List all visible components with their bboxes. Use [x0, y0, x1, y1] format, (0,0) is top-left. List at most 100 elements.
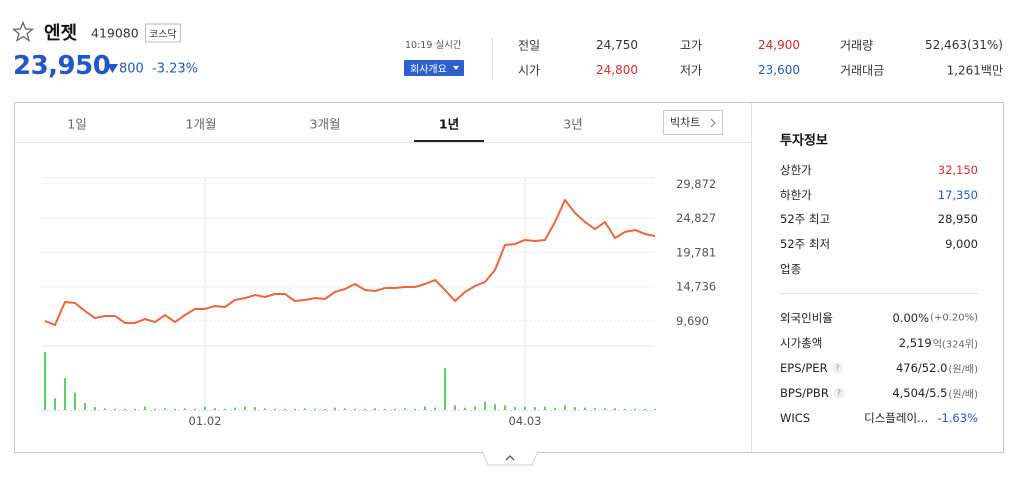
volume-bar — [454, 405, 456, 410]
current-price: 23,950 — [13, 51, 111, 81]
info-label: 52주 최고 — [780, 212, 831, 226]
info-value: 28,950 — [937, 212, 978, 226]
volume-bar — [74, 392, 76, 410]
volume-bar — [274, 408, 276, 410]
price-change: 800 — [119, 61, 144, 77]
volume-bar — [234, 407, 236, 410]
change-rate: -3.23% — [152, 61, 198, 77]
volume-bar — [304, 408, 306, 410]
info-value: 2,519 — [898, 336, 932, 350]
info-value: 17,350 — [937, 188, 978, 202]
volume-bar — [414, 408, 416, 410]
info-label: 외국인비율 — [780, 311, 833, 325]
quote-label: 시가 — [518, 63, 541, 78]
y-tick-label: 24,827 — [676, 211, 716, 225]
volume-bar — [494, 404, 496, 410]
divider — [492, 38, 493, 80]
volume-bar — [214, 408, 216, 410]
info-label: 상한가 — [780, 163, 812, 177]
volume-bar — [344, 408, 346, 410]
tab-divider — [15, 142, 751, 143]
volume-bar — [474, 406, 476, 410]
dropdown-caret — [453, 66, 459, 70]
info-label: 업종 — [780, 262, 802, 276]
volume-bar — [514, 407, 516, 410]
volume-bar — [504, 405, 506, 410]
volume-bar — [534, 407, 536, 410]
volume-bar — [594, 408, 596, 410]
volume-bar — [564, 405, 566, 410]
volume-bar — [224, 408, 226, 410]
y-tick-label: 14,736 — [676, 280, 716, 294]
info-value: 디스플레이... — [864, 411, 928, 425]
info-note: 억(324위) — [932, 339, 978, 351]
company-button[interactable]: 회사개요 — [404, 60, 464, 76]
quote-value: 1,261백만 — [946, 63, 1003, 78]
volume-bar — [154, 408, 156, 410]
volume-bar — [404, 408, 406, 410]
market-badge: 코스닥 — [145, 23, 181, 43]
volume-bar — [364, 408, 366, 410]
volume-bar — [254, 407, 256, 410]
volume-bar — [114, 408, 116, 410]
info-note: (+0.20%) — [930, 312, 978, 324]
volume-bar — [524, 406, 526, 410]
volume-bar — [624, 408, 626, 410]
volume-bar — [104, 408, 106, 410]
volume-bar — [424, 406, 426, 410]
down-arrow — [107, 64, 118, 73]
help-icon[interactable]: ? — [833, 387, 845, 399]
volume-bar — [314, 408, 316, 410]
volume-bar — [54, 398, 56, 410]
volume-bar — [324, 408, 326, 410]
info-title: 투자정보 — [780, 133, 828, 149]
price-line — [44, 198, 656, 327]
y-tick-label: 19,781 — [676, 245, 716, 259]
volume-bar — [584, 407, 586, 410]
period-tab[interactable]: 3년 — [563, 116, 583, 132]
volume-bar — [144, 406, 146, 410]
info-rate: -1.63% — [937, 411, 978, 425]
volume-bar — [264, 408, 266, 410]
volume-bar — [134, 408, 136, 410]
volume-bar — [574, 407, 576, 410]
volume-bar — [384, 408, 386, 410]
y-tick-label: 9,690 — [676, 314, 709, 328]
volume-bar — [444, 368, 446, 410]
quote-label: 거래량 — [840, 38, 874, 53]
info-label: 하한가 — [780, 188, 812, 202]
info-note: (원/배) — [948, 364, 978, 376]
volume-bar — [124, 408, 126, 410]
x-tick-label: 01.02 — [189, 414, 222, 428]
volume-bar — [354, 408, 356, 410]
info-value: 32,150 — [937, 163, 978, 177]
panel-divider — [751, 103, 752, 452]
period-tab[interactable]: 1일 — [67, 116, 87, 132]
info-divider — [780, 293, 978, 294]
company-button-label: 회사개요 — [410, 64, 447, 76]
volume-bar — [434, 407, 436, 410]
volume-bar — [334, 407, 336, 410]
period-tab[interactable]: 1년 — [438, 116, 460, 132]
volume-bar — [94, 407, 96, 410]
volume-bar — [184, 408, 186, 410]
info-label: 시가총액 — [780, 336, 823, 350]
volume-bar — [654, 408, 656, 410]
period-tab[interactable]: 3개월 — [309, 116, 341, 132]
help-icon[interactable]: ? — [832, 362, 844, 374]
period-tab[interactable]: 1개월 — [185, 116, 217, 132]
volume-bar — [634, 408, 636, 410]
collapse-button[interactable] — [482, 451, 538, 467]
quote-label: 저가 — [680, 63, 703, 78]
stock-code: 419080 — [91, 25, 139, 41]
favorite-star[interactable] — [12, 21, 34, 43]
volume-bar — [64, 378, 66, 410]
y-tick-label: 29,872 — [676, 177, 716, 191]
volume-bar — [194, 408, 196, 410]
volume-bar — [244, 406, 246, 410]
volume-bar — [44, 352, 46, 410]
big-chart-button[interactable]: 빅차트 — [663, 110, 723, 135]
volume-bar — [614, 408, 616, 410]
